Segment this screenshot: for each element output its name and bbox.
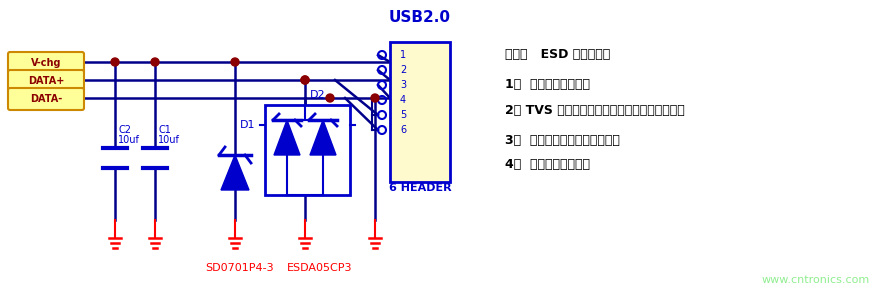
Text: 10uf: 10uf bbox=[158, 135, 180, 145]
Text: D2: D2 bbox=[310, 90, 325, 100]
Text: USB2.0: USB2.0 bbox=[389, 11, 451, 25]
Circle shape bbox=[231, 58, 239, 66]
FancyBboxPatch shape bbox=[8, 88, 84, 110]
Circle shape bbox=[371, 94, 379, 102]
Text: 备注：   ESD 选型原则：: 备注： ESD 选型原则： bbox=[505, 48, 610, 62]
Text: DATA+: DATA+ bbox=[28, 76, 65, 86]
Text: 1: 1 bbox=[400, 50, 406, 60]
Text: 3、  选择符合测试要求的功率；: 3、 选择符合测试要求的功率； bbox=[505, 134, 620, 146]
Text: 1、  选择合适的封装；: 1、 选择合适的封装； bbox=[505, 78, 590, 92]
Polygon shape bbox=[221, 155, 249, 190]
Text: 6 HEADER: 6 HEADER bbox=[389, 183, 452, 193]
Text: DATA-: DATA- bbox=[30, 94, 62, 104]
Text: V-chg: V-chg bbox=[30, 58, 61, 68]
Text: www.cntronics.com: www.cntronics.com bbox=[762, 275, 870, 285]
Text: 2: 2 bbox=[400, 65, 406, 75]
FancyBboxPatch shape bbox=[390, 42, 450, 182]
Text: 3: 3 bbox=[400, 80, 406, 90]
Circle shape bbox=[111, 58, 119, 66]
Circle shape bbox=[301, 76, 309, 84]
Circle shape bbox=[326, 94, 334, 102]
Circle shape bbox=[301, 76, 309, 84]
Polygon shape bbox=[274, 120, 300, 155]
Text: D1: D1 bbox=[240, 120, 255, 130]
Text: C2: C2 bbox=[118, 125, 131, 135]
Polygon shape bbox=[310, 120, 336, 155]
Text: C1: C1 bbox=[158, 125, 171, 135]
FancyBboxPatch shape bbox=[8, 70, 84, 92]
FancyBboxPatch shape bbox=[8, 52, 84, 74]
Text: SD0701P4-3: SD0701P4-3 bbox=[206, 263, 274, 273]
Text: 10uf: 10uf bbox=[118, 135, 140, 145]
Text: 6: 6 bbox=[400, 125, 406, 135]
Text: 5: 5 bbox=[400, 110, 406, 120]
Text: 4、  选择算位较小的。: 4、 选择算位较小的。 bbox=[505, 158, 590, 171]
Text: 2、 TVS 的击穿电压大于电路的最大工作电压；: 2、 TVS 的击穿电压大于电路的最大工作电压； bbox=[505, 104, 685, 116]
Text: ESDA05CP3: ESDA05CP3 bbox=[288, 263, 353, 273]
Circle shape bbox=[151, 58, 159, 66]
Bar bbox=[265, 105, 350, 195]
Text: 4: 4 bbox=[400, 95, 406, 105]
